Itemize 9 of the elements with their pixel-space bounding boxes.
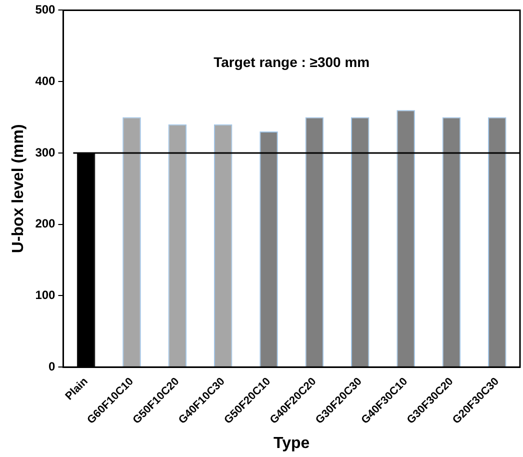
y-tick-label: 100 bbox=[35, 288, 56, 302]
y-tick-label: 400 bbox=[35, 74, 56, 88]
y-axis-title: U-box level (mm) bbox=[10, 124, 28, 254]
y-tick-label: 300 bbox=[35, 145, 56, 160]
annotation: Target range : ≥300 mm bbox=[214, 54, 370, 70]
y-tick-label: 500 bbox=[35, 2, 56, 17]
x-axis-title: Type bbox=[274, 434, 310, 452]
y-tick-label: 0 bbox=[48, 359, 56, 374]
y-tick-label: 200 bbox=[35, 216, 56, 231]
